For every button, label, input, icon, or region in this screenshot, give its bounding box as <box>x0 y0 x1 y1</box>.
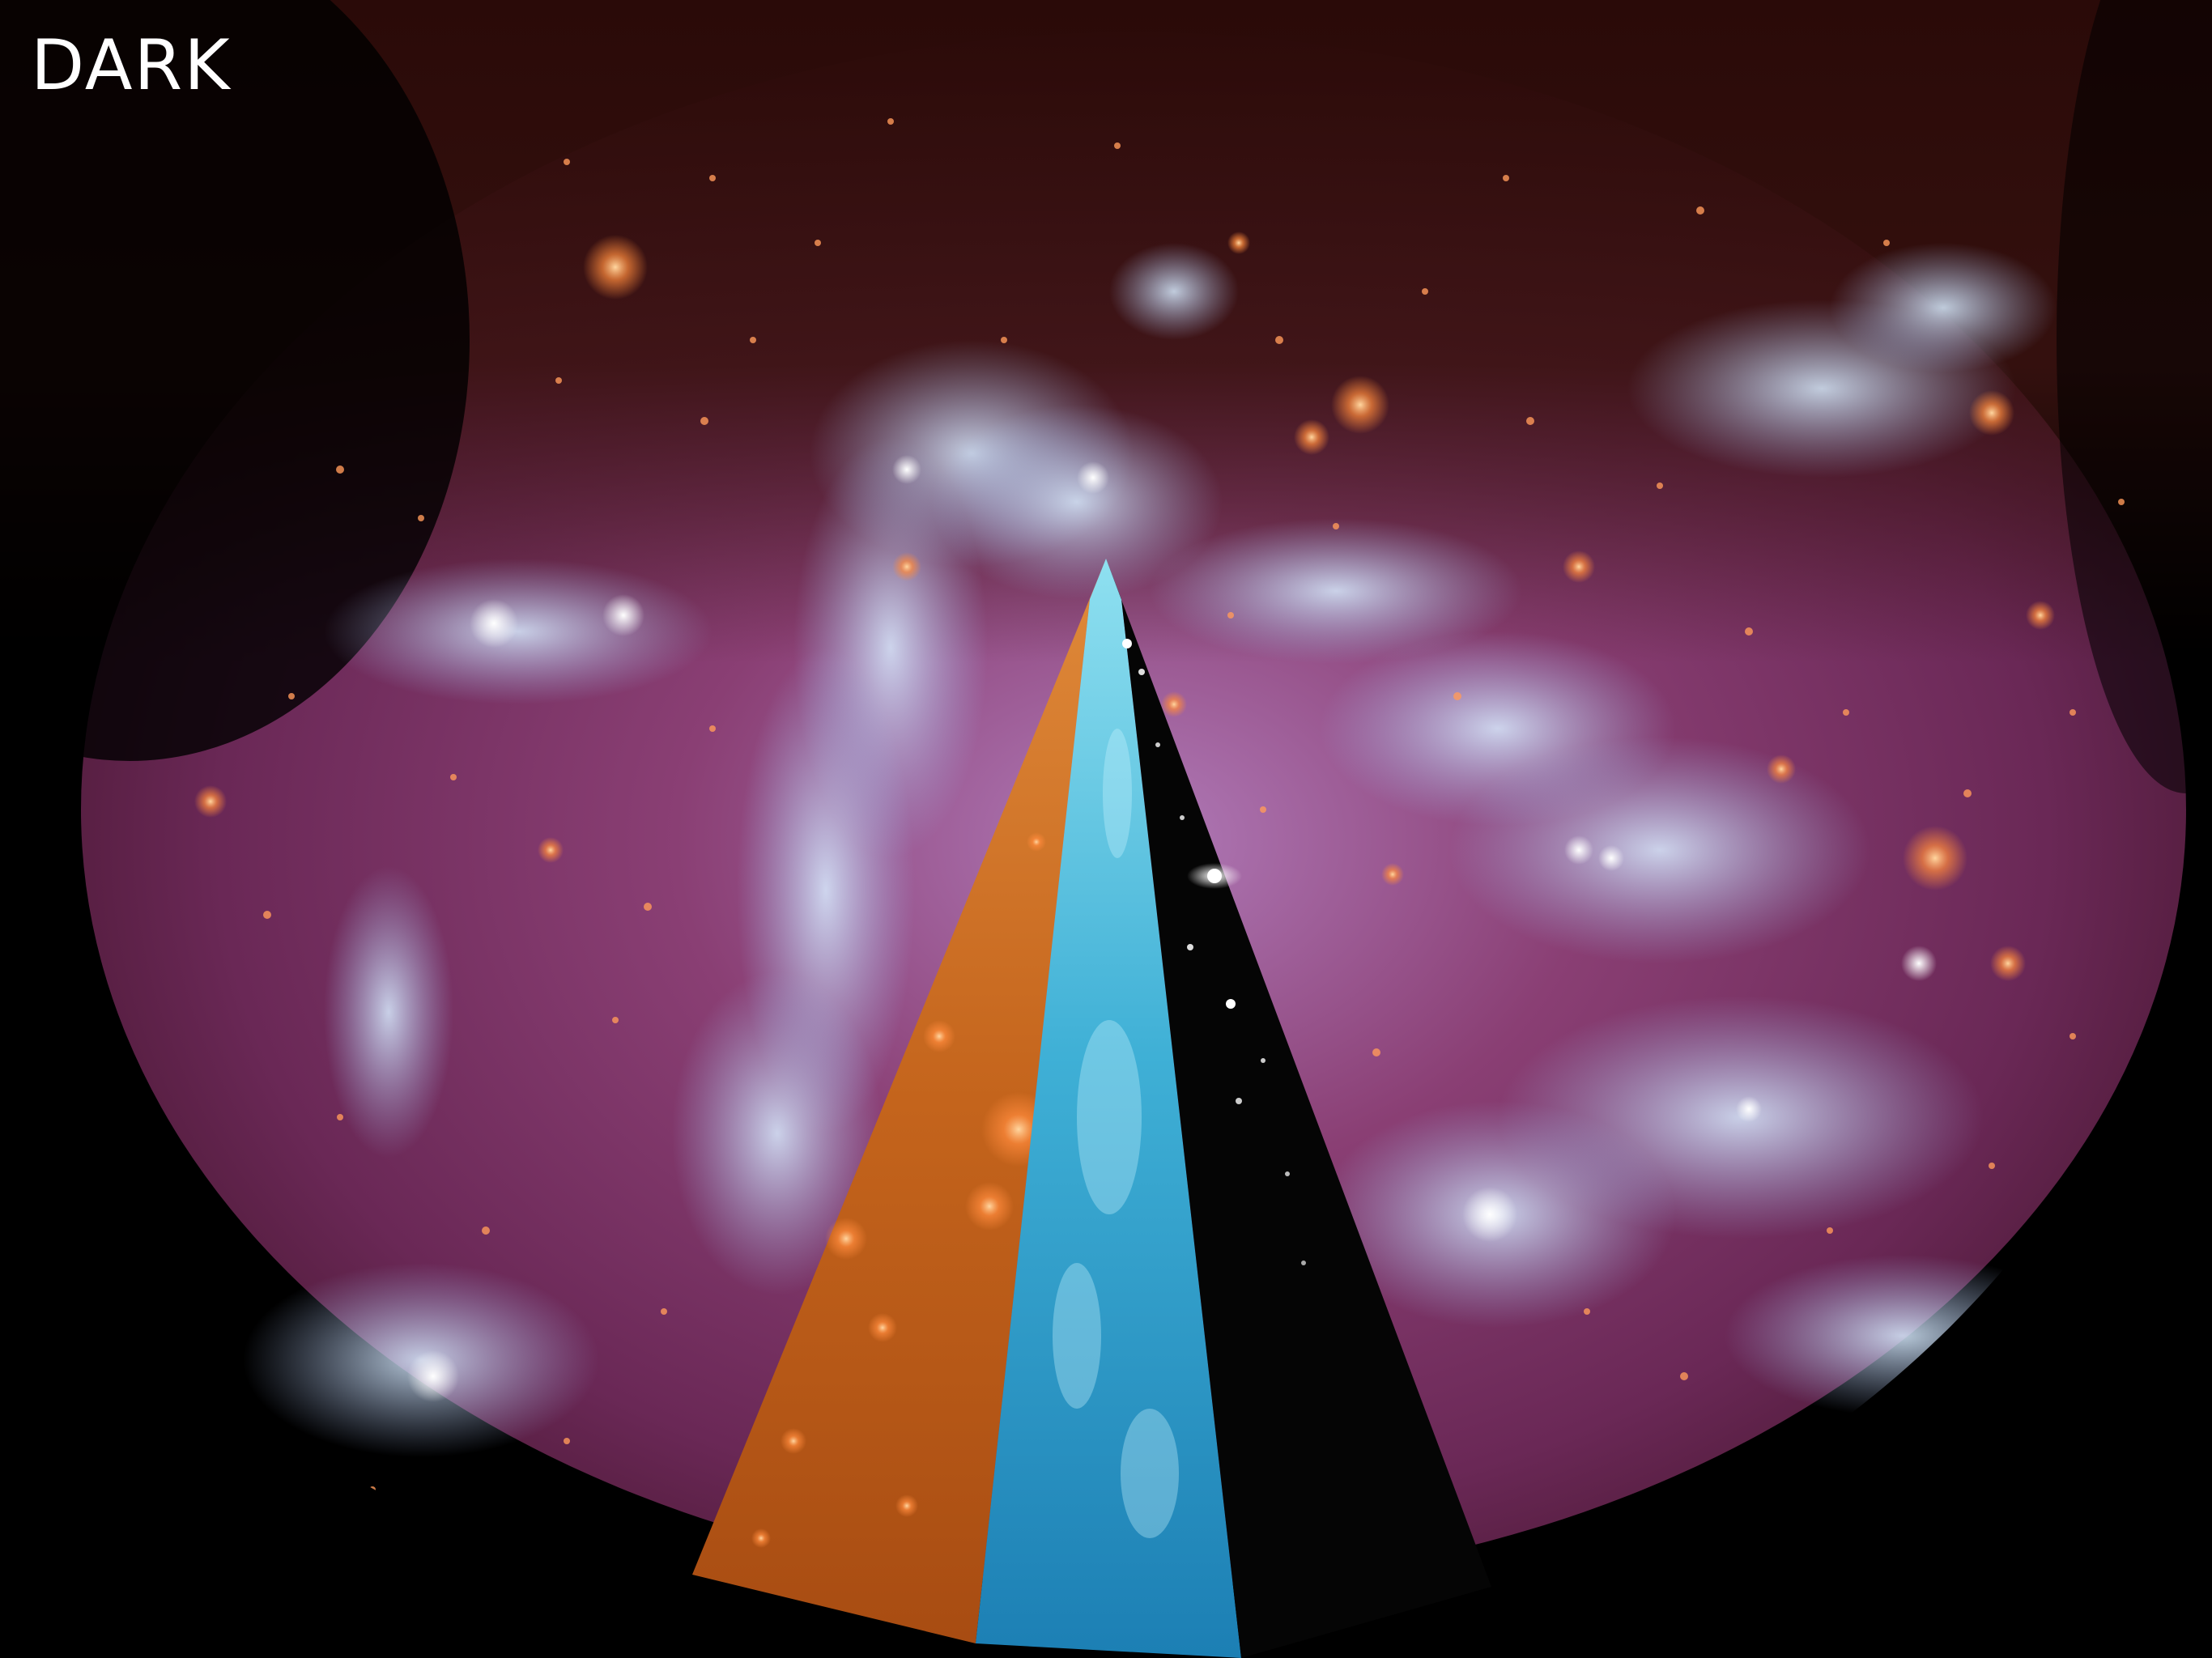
dark-matter-wedge <box>692 559 1106 1643</box>
gas-wedge <box>976 559 1241 1658</box>
slide-title: DARK <box>31 25 232 106</box>
stars-wedge <box>1106 559 1491 1658</box>
gas-wedge-filaments <box>1053 729 1179 1538</box>
stars-wedge-galaxies <box>1122 639 1306 1265</box>
